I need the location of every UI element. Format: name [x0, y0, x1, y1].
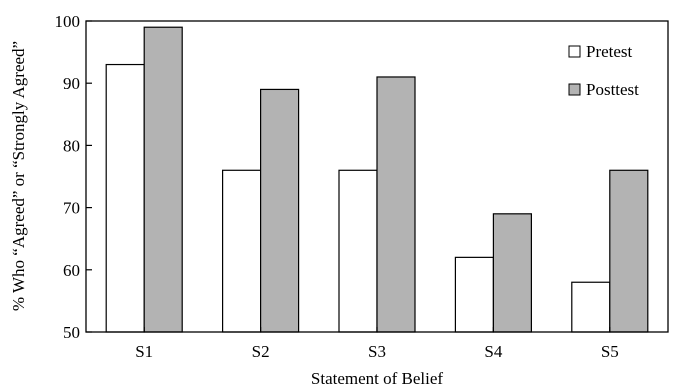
bar-posttest-s1: [143, 26, 183, 333]
bar-pretest-s1: [105, 63, 145, 333]
legend-label-posttest: Posttest: [586, 80, 639, 99]
y-axis-title: % Who “Agreed” or “Strongly Agreed”: [9, 41, 28, 311]
x-tick-label-s4: S4: [484, 342, 502, 361]
legend-swatch-posttest: [568, 83, 581, 96]
bar-posttest-s5: [609, 169, 649, 333]
bar-posttest-s4: [492, 213, 532, 333]
bar-pretest-s4: [454, 256, 494, 333]
x-axis-title: Statement of Belief: [311, 369, 444, 388]
y-tick-label-90: 90: [63, 74, 80, 93]
y-tick-label-60: 60: [63, 261, 80, 280]
bars-group: [105, 26, 649, 333]
x-tick-label-s2: S2: [252, 342, 270, 361]
x-tick-label-s1: S1: [135, 342, 153, 361]
legend: Pretest Posttest: [568, 42, 639, 99]
x-axis: S1 S2 S3 S4 S5: [135, 327, 619, 361]
y-tick-label-80: 80: [63, 136, 80, 155]
legend-swatch-pretest: [568, 45, 581, 58]
x-tick-label-s5: S5: [601, 342, 619, 361]
y-tick-label-70: 70: [63, 199, 80, 218]
bar-posttest-s3: [376, 76, 416, 333]
y-axis: 50 60 70 80 90 100: [55, 12, 92, 342]
legend-label-pretest: Pretest: [586, 42, 633, 61]
y-tick-label-100: 100: [55, 12, 81, 31]
bar-pretest-s5: [571, 281, 611, 333]
bar-pretest-s2: [222, 169, 262, 333]
x-tick-label-s3: S3: [368, 342, 386, 361]
bar-pretest-s3: [338, 169, 378, 333]
y-tick-label-50: 50: [63, 323, 80, 342]
bar-posttest-s2: [260, 88, 300, 333]
